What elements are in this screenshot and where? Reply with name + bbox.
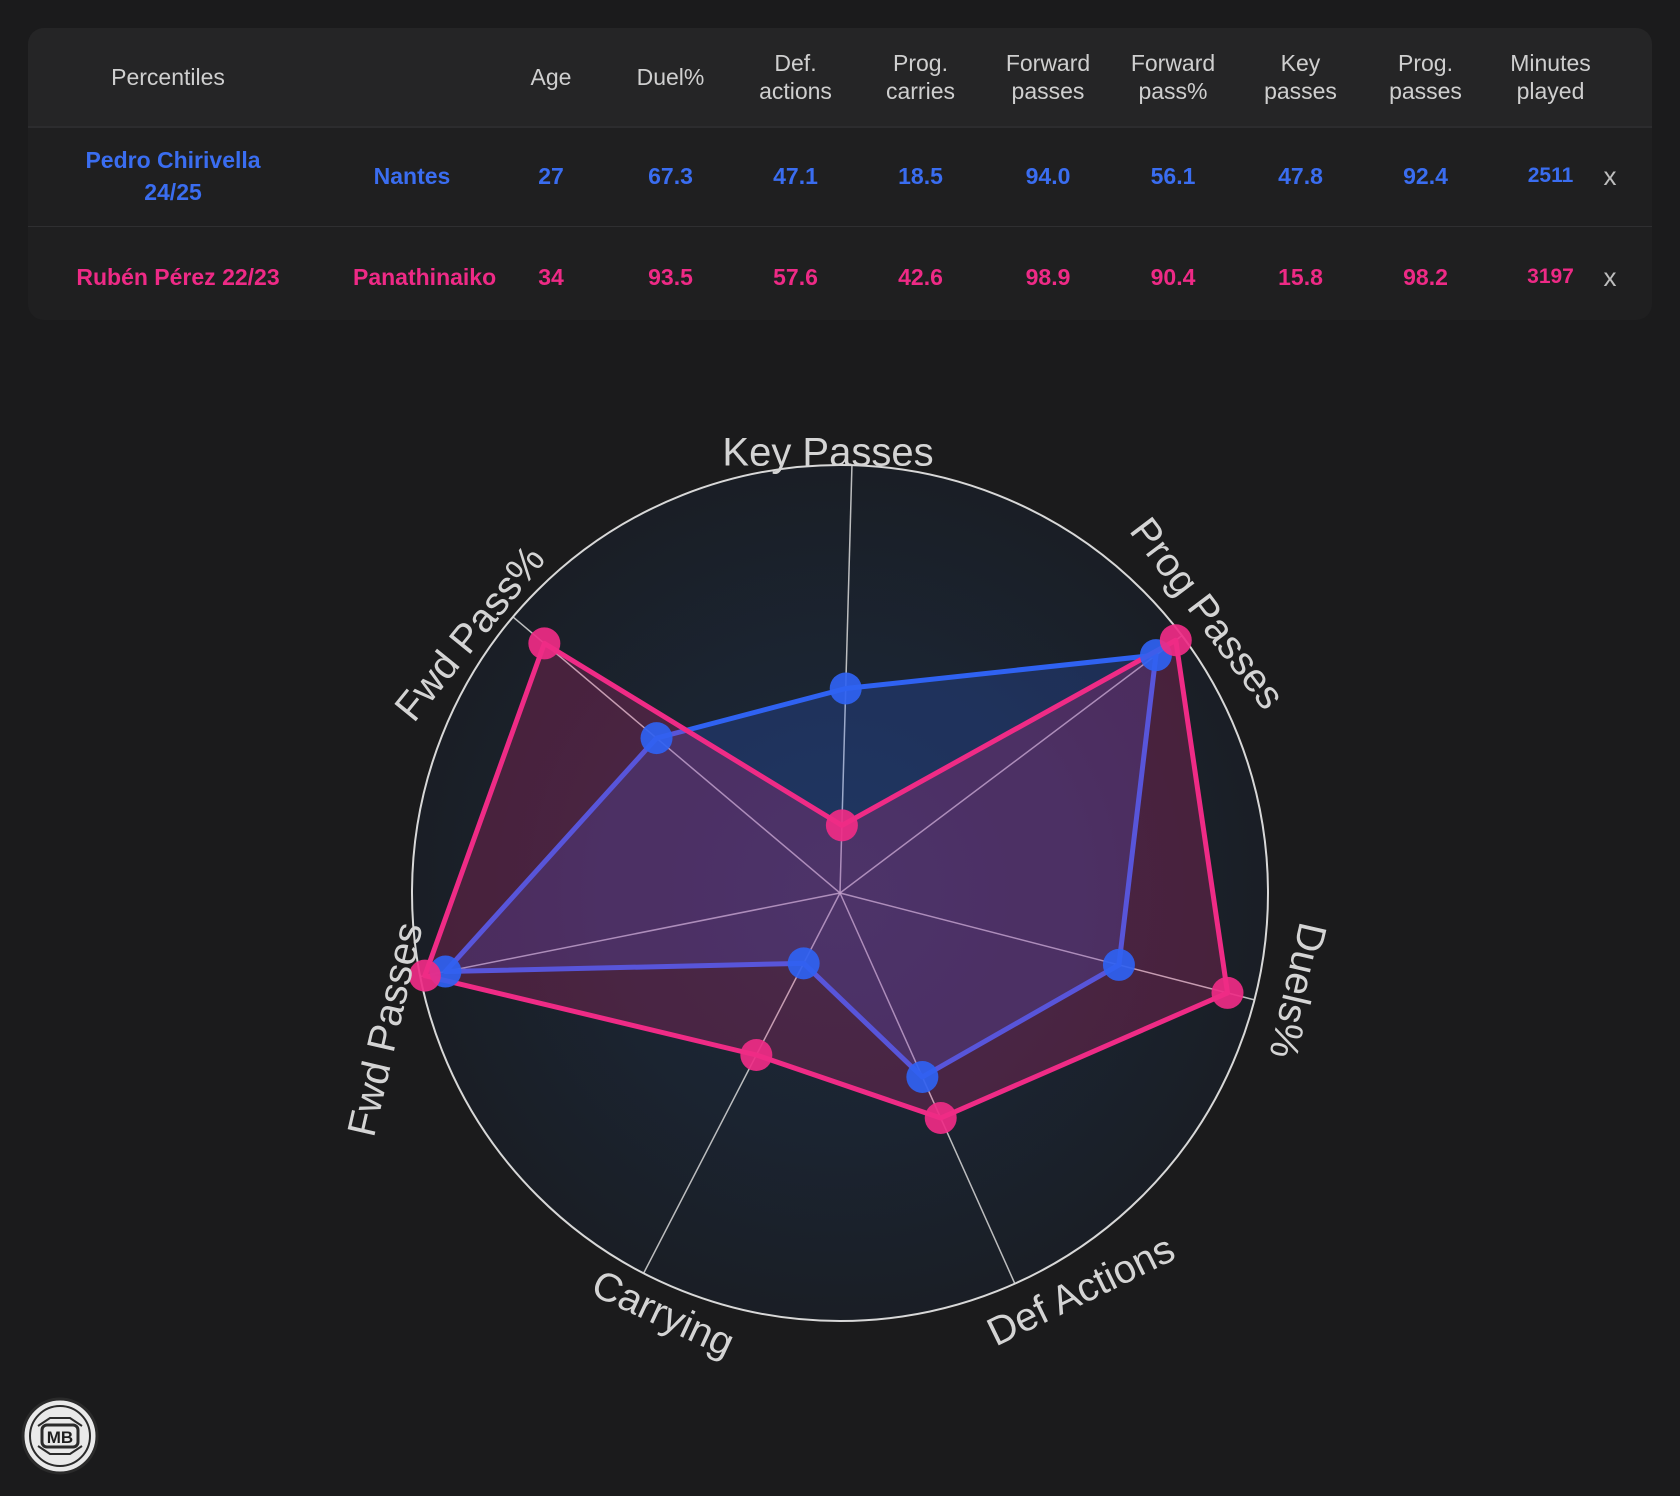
cell-prog-passes: 92.4	[1403, 163, 1448, 189]
cell-minutes-played: 3197	[1527, 265, 1574, 288]
series-area-2	[422, 637, 1231, 1121]
point-1-carrying[interactable]	[787, 947, 820, 980]
axis-label-fwd-passes: Fwd Passes	[340, 918, 432, 1140]
mb-logo: MB	[21, 1397, 99, 1475]
point-1-duels[interactable]	[1102, 948, 1135, 981]
spoke-duels	[839, 892, 1255, 1001]
header-prog-carries[interactable]: Prog. carries	[885, 50, 955, 104]
cell-forward-passes: 94.0	[1025, 163, 1071, 189]
spoke-prog-passes	[839, 634, 1183, 894]
remove-row-button[interactable]: x	[1603, 261, 1617, 292]
header-forward-passes[interactable]: Forward passes	[1005, 50, 1091, 104]
comparison-table: Percentiles Age Duel% Def. actions Prog.…	[28, 28, 1652, 320]
point-2-fwd-pass[interactable]	[528, 627, 561, 660]
point-2-carrying[interactable]	[740, 1038, 773, 1071]
svg-text:MB: MB	[47, 1428, 73, 1447]
point-2-def-actions[interactable]	[924, 1102, 957, 1135]
cell-forward-passes: 98.9	[1025, 264, 1071, 290]
header-duel[interactable]: Duel%	[636, 64, 705, 90]
point-1-def-actions[interactable]	[906, 1060, 939, 1093]
point-1-fwd-pass[interactable]	[640, 722, 673, 755]
cell-minutes-played: 2511	[1527, 164, 1574, 187]
cell-def-actions: 47.1	[773, 163, 818, 189]
spoke-fwd-pass	[512, 616, 841, 894]
cell-prog-carries: 18.5	[898, 163, 943, 189]
cell-forward-pass-pct: 56.1	[1150, 163, 1196, 189]
header-key-passes[interactable]: Key passes	[1264, 50, 1337, 104]
cell-key-passes: 47.8	[1278, 163, 1323, 189]
cell-duel: 67.3	[648, 163, 693, 189]
point-2-key-passes[interactable]	[825, 809, 858, 842]
team-name[interactable]: Panathinaikos	[353, 264, 496, 290]
cell-prog-carries: 42.6	[898, 264, 943, 290]
header-age[interactable]: Age	[530, 64, 572, 90]
player-name[interactable]: Rubén Pérez 22/23	[76, 264, 280, 290]
header-percentiles: Percentiles	[111, 64, 225, 90]
series-area-1	[442, 652, 1159, 1080]
point-2-fwd-passes[interactable]	[408, 959, 441, 992]
cell-age: 27	[538, 163, 564, 189]
cell-key-passes: 15.8	[1278, 264, 1323, 290]
cell-forward-pass-pct: 90.4	[1150, 264, 1196, 290]
player-name[interactable]: Pedro Chirivella 24/25	[85, 147, 261, 205]
axis-label-key-passes: Key Passes	[722, 431, 933, 475]
team-name[interactable]: Nantes	[373, 163, 451, 189]
table-row: Pedro Chirivella 24/25 Nantes 27 67.3 47…	[28, 126, 1652, 227]
table-header: Percentiles Age Duel% Def. actions Prog.…	[28, 28, 1652, 128]
header-forward-pass-pct[interactable]: Forward pass%	[1130, 50, 1216, 104]
point-2-duels[interactable]	[1211, 976, 1244, 1009]
spoke-fwd-passes	[420, 892, 841, 978]
cell-def-actions: 57.6	[773, 264, 818, 290]
header-prog-passes[interactable]: Prog. passes	[1389, 50, 1462, 104]
point-1-key-passes[interactable]	[829, 672, 862, 705]
remove-row-button[interactable]: x	[1603, 160, 1617, 191]
table-row: Rubén Pérez 22/23 Panathinaikos 34 93.5 …	[28, 227, 1652, 320]
point-2-prog-passes[interactable]	[1159, 624, 1192, 657]
axis-label-duels: Duels%	[1260, 918, 1334, 1062]
header-minutes-played[interactable]: Minutes played	[1510, 50, 1591, 104]
cell-age: 34	[538, 264, 564, 290]
cell-duel: 93.5	[648, 264, 693, 290]
cell-prog-passes: 98.2	[1403, 264, 1448, 290]
header-def-actions[interactable]: Def. actions	[759, 50, 832, 104]
